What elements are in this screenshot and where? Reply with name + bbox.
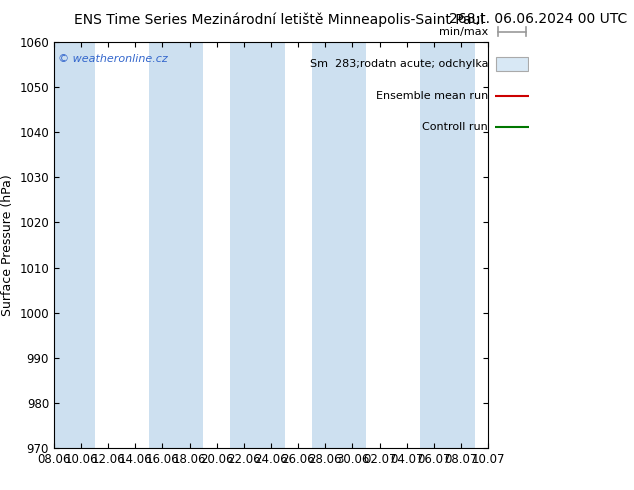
Bar	[149, 42, 203, 448]
Bar	[41, 42, 94, 448]
Bar	[420, 42, 475, 448]
Bar	[312, 42, 366, 448]
Bar	[230, 42, 285, 448]
Text: 268;t. 06.06.2024 00 UTC: 268;t. 06.06.2024 00 UTC	[450, 12, 628, 26]
Text: Ensemble mean run: Ensemble mean run	[376, 91, 488, 100]
Text: ENS Time Series Mezinárodní letiště Minneapolis-Saint Paul: ENS Time Series Mezinárodní letiště Minn…	[74, 12, 484, 27]
Y-axis label: Surface Pressure (hPa): Surface Pressure (hPa)	[1, 174, 14, 316]
Text: Controll run: Controll run	[422, 122, 488, 132]
Bar	[496, 57, 527, 71]
Text: min/max: min/max	[439, 27, 488, 37]
Text: Sm  283;rodatn acute; odchylka: Sm 283;rodatn acute; odchylka	[309, 59, 488, 69]
Text: © weatheronline.cz: © weatheronline.cz	[58, 54, 168, 64]
